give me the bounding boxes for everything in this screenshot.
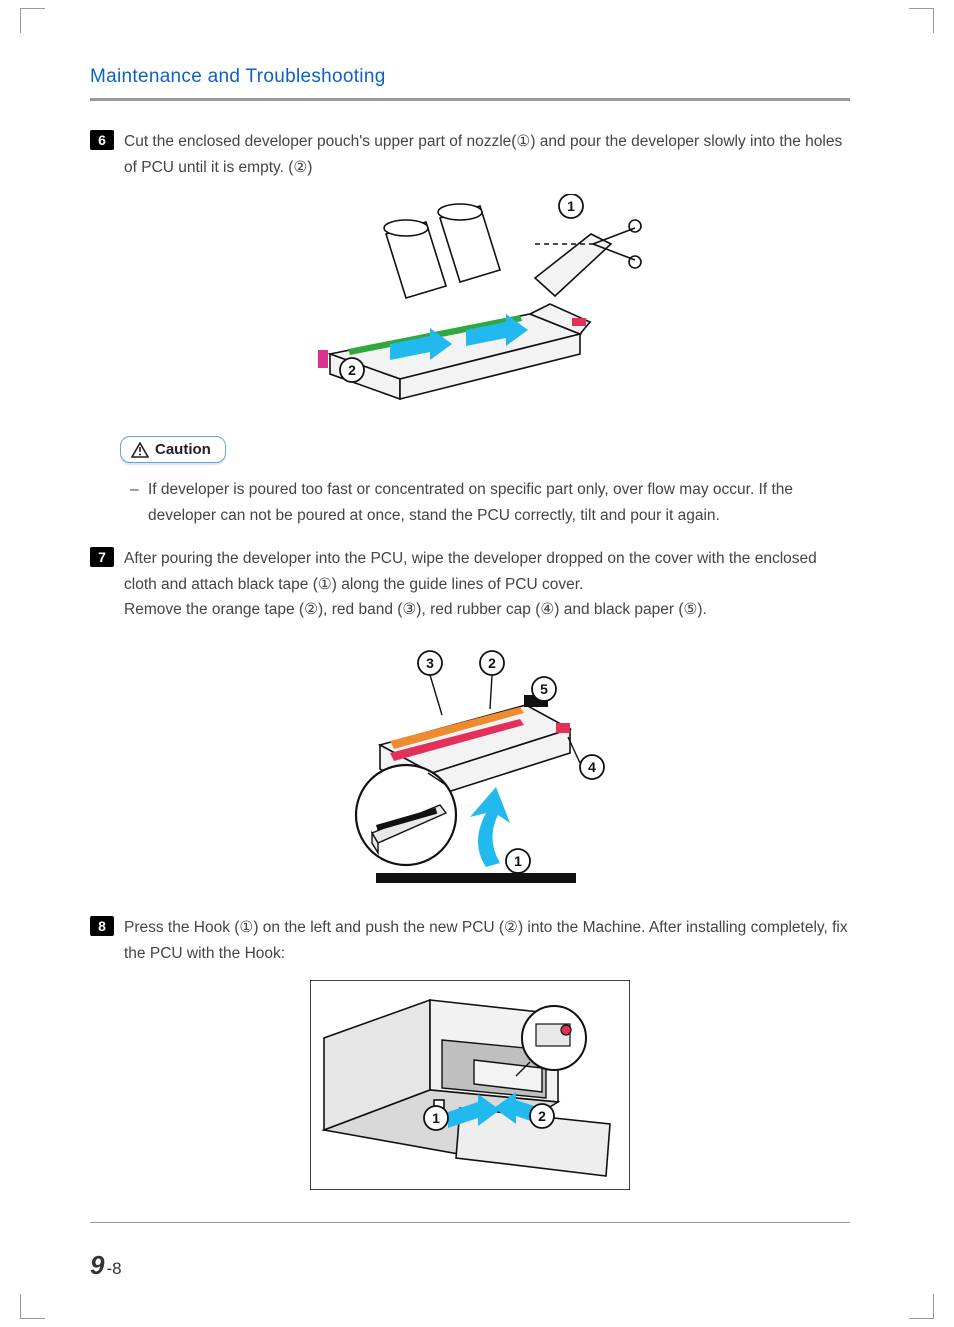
fig7-callout-4: 4 (588, 759, 596, 775)
fig7-illustration: 3 2 5 4 1 (320, 637, 620, 897)
crop-mark (909, 8, 934, 33)
fig6-callout-1: 1 (567, 198, 575, 214)
fig6-callout-2: 2 (348, 362, 356, 378)
footer-rule (90, 1222, 850, 1223)
fig7-callout-3: 3 (426, 655, 434, 671)
fig8-callout-2: 2 (538, 1108, 546, 1124)
step-8: 8 Press the Hook (①) on the left and pus… (90, 915, 850, 966)
caution-text: If developer is poured too fast or conce… (148, 477, 844, 528)
fig6-illustration: 1 2 (290, 194, 650, 410)
crop-mark (20, 8, 45, 33)
fig8-callout-1: 1 (432, 1110, 440, 1126)
step-number-badge: 8 (90, 916, 114, 936)
fig8-illustration: 1 2 (310, 980, 630, 1190)
caution-icon (131, 442, 149, 458)
step-7: 7 After pouring the developer into the P… (90, 546, 850, 623)
caution-dash: – (130, 477, 148, 528)
step-6: 6 Cut the enclosed developer pouch's upp… (90, 129, 850, 180)
figure-7: 3 2 5 4 1 (90, 637, 850, 897)
header-rule (90, 98, 850, 101)
step-number-badge: 7 (90, 547, 114, 567)
caution-badge: Caution (120, 436, 226, 463)
crop-mark (20, 1294, 45, 1319)
fig7-callout-1: 1 (514, 853, 522, 869)
fig7-callout-2: 2 (488, 655, 496, 671)
chapter-number: 9 (90, 1250, 104, 1280)
page-title: Maintenance and Troubleshooting (90, 66, 844, 88)
caution-label: Caution (155, 441, 211, 458)
fig7-callout-5: 5 (540, 681, 548, 697)
step-text: After pouring the developer into the PCU… (124, 546, 850, 623)
page-number: 9-8 (90, 1250, 122, 1281)
step-text: Cut the enclosed developer pouch's upper… (124, 129, 850, 180)
figure-6: 1 2 (90, 194, 850, 410)
step-number-badge: 6 (90, 130, 114, 150)
figure-8: 1 2 (90, 980, 850, 1190)
step-text: Press the Hook (①) on the left and push … (124, 915, 850, 966)
crop-mark (909, 1294, 934, 1319)
document-page: Maintenance and Troubleshooting 6 Cut th… (0, 0, 954, 1327)
caution-body: – If developer is poured too fast or con… (130, 477, 844, 528)
